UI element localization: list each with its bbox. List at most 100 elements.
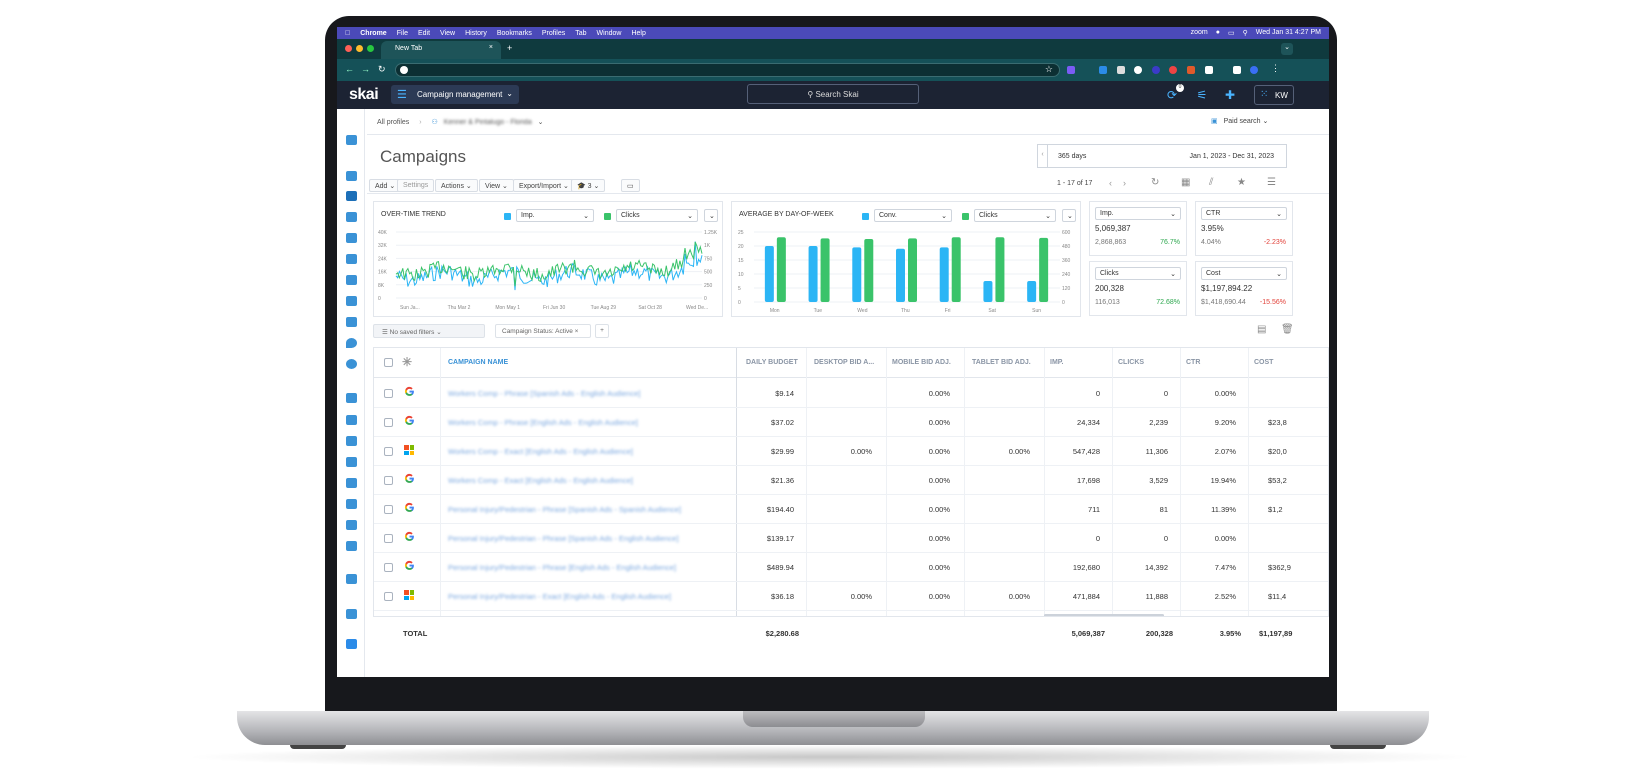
tab-close-icon[interactable]: ×: [488, 44, 493, 51]
help-icon[interactable]: ✚: [1224, 88, 1236, 102]
table-row[interactable]: Workers Comp - Exact [English Ads - Engl…: [374, 437, 1328, 466]
collapse-sidebar-icon[interactable]: [346, 639, 357, 649]
actions-button[interactable]: Actions ⌄: [435, 179, 478, 192]
table-icon[interactable]: [346, 275, 357, 285]
chat-icon[interactable]: [346, 359, 357, 369]
kpi-metric-select[interactable]: Imp. ⌄: [1095, 207, 1181, 220]
saved-filters-select[interactable]: ☰ No saved filters ⌄: [373, 324, 485, 338]
horizontal-scrollbar[interactable]: [1044, 614, 1164, 616]
col-tablet-bid[interactable]: TABLET BID ADJ.: [972, 359, 1031, 366]
menu-clock[interactable]: Wed Jan 31 4:27 PM: [1255, 29, 1321, 36]
search-input[interactable]: ⚲ Search Skai: [747, 84, 919, 104]
sliders-icon[interactable]: ⚟: [1196, 88, 1208, 102]
menu-bookmarks[interactable]: Bookmarks: [491, 29, 532, 37]
col-campaign-name[interactable]: CAMPAIGN NAME: [448, 359, 509, 366]
date-prev-icon[interactable]: ‹: [1038, 145, 1048, 167]
section-switcher[interactable]: ☰ Campaign management ⌄: [391, 85, 519, 104]
metric2-select[interactable]: Clicks ⌄: [974, 209, 1056, 222]
col-desktop-bid[interactable]: DESKTOP BID A...: [814, 359, 875, 366]
date-range-picker[interactable]: ‹ 365 days Jan 1, 2023 - Dec 31, 2023: [1037, 144, 1287, 168]
refresh-icon[interactable]: ↻: [1151, 177, 1160, 188]
metric1-select[interactable]: Conv. ⌄: [874, 209, 952, 222]
extension-icon[interactable]: [1099, 66, 1107, 74]
minimize-window-icon[interactable]: [356, 45, 363, 52]
add-button[interactable]: Add ⌄: [369, 179, 402, 192]
checklist-icon[interactable]: [346, 457, 357, 467]
widget-options-button[interactable]: ⌄: [704, 209, 718, 222]
campaign-name-link[interactable]: Personal Injury/Pedestrian - Phrase [Spa…: [448, 505, 682, 514]
extension-icon[interactable]: [1169, 66, 1177, 74]
favorite-icon[interactable]: ★: [1237, 177, 1246, 188]
tools-icon[interactable]: [346, 233, 357, 243]
workflow-icon[interactable]: [346, 478, 357, 488]
bulk-edit-button[interactable]: 🎓 3 ⌄: [571, 179, 606, 192]
zoom-status-icon[interactable]: zoom: [1190, 29, 1208, 36]
engine-column-icon[interactable]: ✳: [402, 355, 413, 369]
box-icon[interactable]: [346, 317, 357, 327]
campaign-name-link[interactable]: Workers Comp - Exact [English Ads - Engl…: [448, 476, 633, 485]
megaphone-icon[interactable]: [346, 212, 357, 222]
browser-tab[interactable]: New Tab ×: [381, 41, 501, 59]
campaign-name-link[interactable]: Workers Comp - Phrase [English Ads - Eng…: [448, 418, 638, 427]
table-row[interactable]: Workers Comp - Phrase [Spanish Ads - Eng…: [374, 379, 1328, 408]
columns-icon[interactable]: ▦: [1181, 177, 1191, 188]
metric1-select[interactable]: Imp. ⌄: [516, 209, 594, 222]
col-mobile-bid[interactable]: MOBILE BID ADJ.: [892, 359, 951, 366]
view-button[interactable]: View ⌄: [479, 179, 514, 192]
menu-tab[interactable]: Tab: [569, 29, 586, 37]
export-import-button[interactable]: Export/Import ⌄: [513, 179, 575, 192]
row-checkbox[interactable]: [384, 447, 393, 456]
table-row[interactable]: Personal Injury/Pedestrian - Exact [Engl…: [374, 582, 1328, 611]
robot-icon[interactable]: [346, 436, 357, 446]
briefcase-icon[interactable]: [346, 171, 357, 181]
row-checkbox[interactable]: [384, 476, 393, 485]
col-cost[interactable]: COST: [1254, 359, 1274, 366]
back-icon[interactable]: ←: [345, 64, 354, 74]
col-imp[interactable]: IMP.: [1050, 359, 1064, 366]
chart-toggle-icon[interactable]: ⫽: [1209, 177, 1214, 188]
shapes-icon[interactable]: [346, 574, 357, 584]
tag-icon[interactable]: [346, 520, 357, 530]
hierarchy-icon[interactable]: [346, 296, 357, 306]
row-checkbox[interactable]: [384, 592, 393, 601]
row-checkbox[interactable]: [384, 563, 393, 572]
widget-options-button[interactable]: ⌄: [1062, 209, 1076, 222]
campaign-name-link[interactable]: Personal Injury/Pedestrian - Exact [Engl…: [448, 592, 672, 601]
sidepanel-icon[interactable]: [1233, 66, 1241, 74]
extension-icon[interactable]: [1134, 66, 1142, 74]
campaigns-folder-icon[interactable]: [346, 191, 357, 201]
skai-logo[interactable]: skai: [349, 86, 379, 103]
close-window-icon[interactable]: [345, 45, 352, 52]
row-checkbox[interactable]: [384, 505, 393, 514]
list-settings-icon[interactable]: ☰: [1267, 177, 1276, 188]
truck-icon[interactable]: [346, 254, 357, 264]
menu-app-name[interactable]: Chrome: [355, 29, 386, 37]
menu-window[interactable]: Window: [591, 29, 622, 37]
home-icon[interactable]: [346, 135, 357, 145]
col-daily-budget[interactable]: DAILY BUDGET: [746, 359, 798, 366]
extension-icon[interactable]: [1117, 66, 1125, 74]
extension-icon[interactable]: [1152, 66, 1160, 74]
kpi-metric-select[interactable]: CTR ⌄: [1201, 207, 1287, 220]
extension-icon[interactable]: [1187, 66, 1195, 74]
extension-icon[interactable]: [1067, 66, 1075, 74]
row-checkbox[interactable]: [384, 534, 393, 543]
campaign-name-link[interactable]: Workers Comp - Phrase [Spanish Ads - Eng…: [448, 389, 641, 398]
apple-icon[interactable]: : [345, 30, 350, 37]
puzzle-icon[interactable]: [1205, 66, 1213, 74]
forward-icon[interactable]: →: [361, 64, 370, 74]
menu-edit[interactable]: Edit: [412, 29, 430, 37]
menu-view[interactable]: View: [434, 29, 455, 37]
arrows-icon[interactable]: [346, 609, 357, 619]
menu-history[interactable]: History: [459, 29, 487, 37]
more-menu-icon[interactable]: ⋮: [1271, 63, 1280, 73]
campaign-name-link[interactable]: Workers Comp - Exact [English Ads - Engl…: [448, 447, 633, 456]
table-row[interactable]: Personal Injury/Pedestrian - Phrase [Spa…: [374, 524, 1328, 553]
trash-icon[interactable]: 🗑: [1281, 324, 1294, 335]
row-checkbox[interactable]: [384, 418, 393, 427]
profile-avatar[interactable]: [1250, 66, 1258, 74]
chevron-down-icon[interactable]: ⌄: [537, 119, 544, 126]
spotlight-icon[interactable]: ⚲: [1242, 30, 1248, 37]
reload-icon[interactable]: ↻: [378, 64, 386, 74]
col-ctr[interactable]: CTR: [1186, 359, 1201, 366]
